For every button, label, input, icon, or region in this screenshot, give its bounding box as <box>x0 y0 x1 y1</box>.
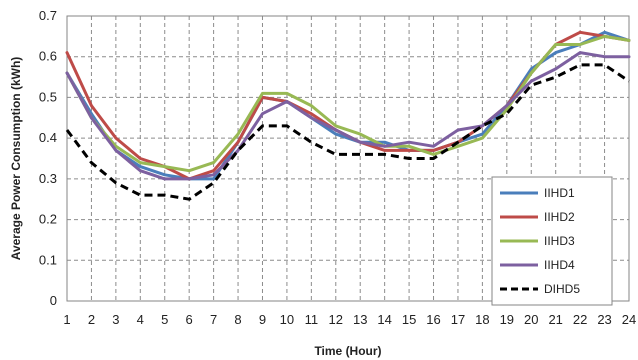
x-tick-label: 5 <box>161 312 168 327</box>
x-tick-label: 2 <box>88 312 95 327</box>
x-axis-ticks: 1 2 3 4 5 6 7 8 9 10 11 12 13 14 15 16 17 18 19 20 21 22 23 24 <box>63 312 636 327</box>
plot-area-frame <box>66 15 630 302</box>
y-tick-label: 0.5 <box>39 89 57 104</box>
legend-label-iihd2: IIHD2 <box>544 210 575 224</box>
x-tick-label: 21 <box>548 312 562 327</box>
series-line-dihd5 <box>65 63 630 201</box>
x-tick-label: 12 <box>329 312 343 327</box>
y-tick-label: 0.6 <box>39 49 57 64</box>
x-tick-label: 17 <box>451 312 465 327</box>
legend-label-iihd3: IIHD3 <box>544 234 575 248</box>
y-axis-title: Average Power Consumption (kWh) <box>9 57 23 261</box>
x-tick-label: 11 <box>305 312 319 327</box>
x-tick-label: 8 <box>234 312 241 327</box>
series-line-iihd3 <box>65 34 631 173</box>
x-tick-label: 7 <box>210 312 217 327</box>
y-tick-label: 0 <box>50 293 57 308</box>
y-axis-ticks: 0 0.1 0.2 0.3 0.4 0.5 0.6 0.7 <box>39 8 57 308</box>
x-tick-label: 14 <box>377 312 391 327</box>
x-tick-label: 15 <box>402 312 416 327</box>
x-tick-label: 20 <box>524 312 538 327</box>
series-lines <box>65 30 631 201</box>
x-tick-label: 9 <box>259 312 266 327</box>
x-tick-label: 22 <box>573 312 587 327</box>
x-tick-label: 13 <box>353 312 367 327</box>
x-tick-label: 18 <box>475 312 489 327</box>
x-tick-label: 4 <box>137 312 144 327</box>
y-tick-label: 0.4 <box>39 130 57 145</box>
legend: IIHD1 IIHD2 IIHD3 IIHD4 DIHD5 <box>491 176 613 306</box>
legend-label-dihd5: DIHD5 <box>544 282 580 296</box>
y-tick-label: 0.3 <box>39 171 57 186</box>
x-tick-label: 23 <box>597 312 611 327</box>
legend-label-iihd1: IIHD1 <box>544 186 575 200</box>
x-tick-label: 19 <box>500 312 514 327</box>
x-tick-label: 1 <box>63 312 70 327</box>
y-tick-label: 0.1 <box>39 252 57 267</box>
y-tick-label: 0.7 <box>39 8 57 23</box>
x-tick-label: 6 <box>186 312 193 327</box>
x-tick-label: 24 <box>622 312 636 327</box>
legend-label-iihd4: IIHD4 <box>544 258 575 272</box>
x-tick-label: 16 <box>426 312 440 327</box>
series-line-iihd4 <box>65 51 631 181</box>
x-tick-label: 3 <box>112 312 119 327</box>
y-tick-label: 0.2 <box>39 212 57 227</box>
x-axis-title: Time (Hour) <box>314 344 381 358</box>
x-tick-label: 10 <box>280 312 294 327</box>
